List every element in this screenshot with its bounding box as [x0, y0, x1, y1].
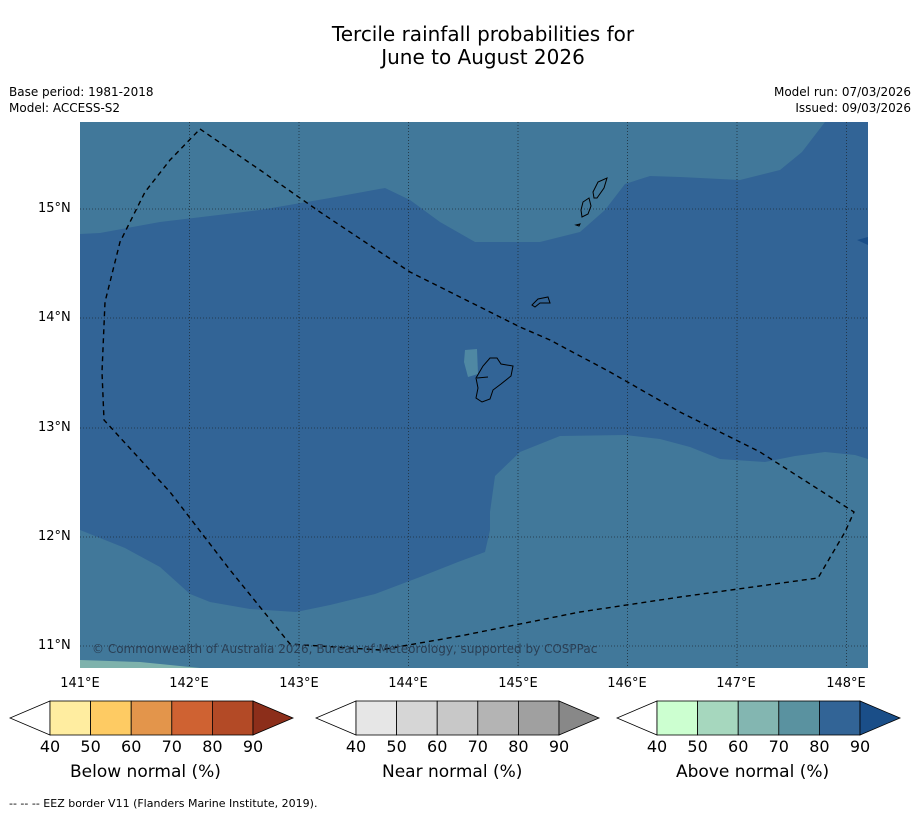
meta-right: Model run: 07/03/2026 Issued: 09/03/2026 [774, 84, 911, 116]
lat-label-13n: 13°N [38, 420, 71, 435]
issued-date: Issued: 09/03/2026 [795, 101, 911, 115]
colorbar-swatch [436, 700, 479, 736]
colorbar-swatch [477, 700, 519, 736]
colorbar-extend-low [314, 700, 357, 736]
colorbar-tick-label: 50 [80, 737, 100, 756]
map-panel[interactable]: © Commonwealth of Australia 2026, Bureau… [80, 122, 868, 668]
colorbar-tick-label: 50 [386, 737, 406, 756]
colorbar-above-label: Above normal (%) [676, 762, 830, 782]
colorbar-extend-high [252, 700, 295, 736]
lon-label-147e: 147°E [716, 676, 756, 691]
rota-island [531, 296, 551, 308]
colorbar-below-svg: 40 50 60 70 80 90 [8, 700, 295, 756]
prob-60-70-region [80, 660, 200, 668]
colorbar-near-svg: 40 50 60 70 80 90 [314, 700, 601, 756]
colorbar-swatch [396, 700, 438, 736]
title-line-1: Tercile rainfall probabilities for [331, 22, 635, 46]
colorbar-tick-label: 80 [202, 737, 222, 756]
colorbar-swatch [517, 700, 560, 736]
colorbar-swatch [818, 700, 861, 736]
tinian-island [580, 197, 592, 218]
colorbar-below-label: Below normal (%) [70, 762, 221, 782]
colorbar-above-svg: 40 50 60 70 80 90 [615, 700, 902, 756]
copyright-notice: © Commonwealth of Australia 2026, Bureau… [92, 642, 597, 656]
lat-label-11n: 11°N [38, 638, 71, 653]
lon-label-144e: 144°E [388, 676, 428, 691]
colorbar-swatch [211, 700, 254, 736]
graticule [80, 122, 868, 668]
colorbar-tick-label: 40 [647, 737, 667, 756]
aguijan-island [574, 223, 581, 227]
guam-island [475, 357, 514, 403]
colorbar-near: 40 50 60 70 80 90 Near normal (%) [314, 700, 605, 782]
colorbar-near-label: Near normal (%) [382, 762, 523, 782]
colorbar-swatch [656, 700, 698, 736]
base-period: Base period: 1981-2018 [9, 85, 154, 99]
meta-left: Base period: 1981-2018 Model: ACCESS-S2 [9, 84, 154, 116]
colorbar-tick-label: 80 [508, 737, 528, 756]
colorbar-swatch [49, 700, 91, 736]
lat-label-14n: 14°N [38, 310, 71, 325]
colorbar-extend-low [615, 700, 658, 736]
colorbar-tick-label: 70 [468, 737, 488, 756]
colorbar-tick-label: 70 [769, 737, 789, 756]
colorbar-above: 40 50 60 70 80 90 Above normal (%) [615, 700, 906, 782]
colorbar-tick-label: 60 [121, 737, 141, 756]
colorbar-tick-label: 50 [687, 737, 707, 756]
colorbar-tick-label: 60 [427, 737, 447, 756]
islands [475, 177, 608, 403]
lon-label-142e: 142°E [169, 676, 209, 691]
colorbar-tick-label: 70 [162, 737, 182, 756]
colorbar-tick-label: 40 [40, 737, 60, 756]
colorbar-tick-label: 80 [809, 737, 829, 756]
colorbar-tick-label: 90 [243, 737, 263, 756]
model-run: Model run: 07/03/2026 [773, 85, 911, 99]
colorbar-extend-high [859, 700, 902, 736]
colorbar-swatch [737, 700, 780, 736]
colorbar-swatch [90, 700, 132, 736]
title-line-2: June to August 2026 [381, 45, 585, 69]
colorbar-swatch [171, 700, 213, 736]
colorbar-tick-label: 90 [850, 737, 870, 756]
lon-label-148e: 148°E [826, 676, 866, 691]
eez-legend-note: -- -- -- EEZ border V11 (Flanders Marine… [9, 797, 318, 810]
map-svg: © Commonwealth of Australia 2026, Bureau… [80, 122, 868, 668]
colorbar-extend-low [8, 700, 51, 736]
prob-60-70-patch [464, 349, 478, 377]
map-title: Tercile rainfall probabilities for June … [0, 23, 919, 69]
lon-label-141e: 141°E [60, 676, 100, 691]
colorbar-swatch [130, 700, 173, 736]
colorbar-below: 40 50 60 70 80 90 Below normal (%) [8, 700, 299, 782]
colorbar-swatch [355, 700, 397, 736]
colorbar-tick-label: 90 [549, 737, 569, 756]
lon-label-145e: 145°E [498, 676, 538, 691]
eez-border [101, 128, 855, 651]
lat-label-15n: 15°N [38, 201, 71, 216]
lat-label-12n: 12°N [38, 529, 71, 544]
colorbar-tick-label: 40 [346, 737, 366, 756]
colorbar-swatch [697, 700, 739, 736]
saipan-island [592, 177, 608, 199]
prob-90-region [857, 237, 868, 245]
colorbar-extend-high [558, 700, 601, 736]
colorbar-swatch [778, 700, 820, 736]
lon-label-143e: 143°E [279, 676, 319, 691]
colorbar-tick-label: 60 [728, 737, 748, 756]
model-name: Model: ACCESS-S2 [9, 101, 121, 115]
lon-label-146e: 146°E [607, 676, 647, 691]
